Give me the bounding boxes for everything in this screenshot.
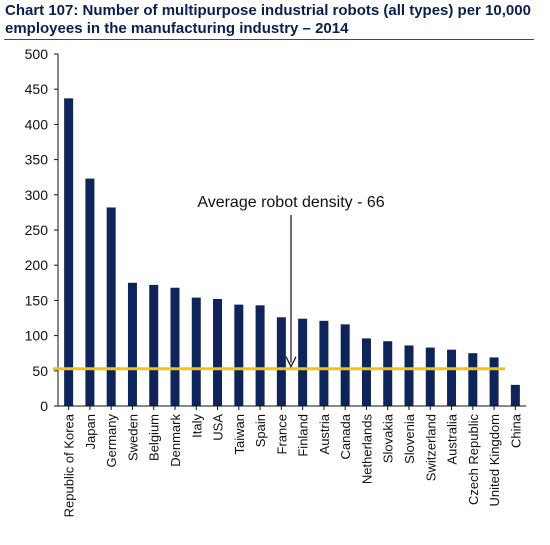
annotation-arrowhead bbox=[285, 356, 297, 369]
x-tick-label: Spain bbox=[253, 414, 268, 447]
bar bbox=[255, 305, 265, 406]
x-tick-label: Finland bbox=[296, 414, 311, 457]
y-tick-label: 200 bbox=[25, 257, 49, 273]
bar bbox=[383, 341, 393, 406]
bar bbox=[64, 98, 74, 407]
bar bbox=[319, 320, 329, 406]
chart-title: Chart 107: Number of multipurpose indust… bbox=[5, 2, 531, 37]
y-axis-ticks: 0 50 100 150 200 250 300 350 400 450 500 bbox=[25, 46, 58, 414]
y-tick-label: 250 bbox=[25, 222, 49, 238]
bar bbox=[213, 298, 223, 406]
y-tick-label: 0 bbox=[40, 398, 48, 414]
bar bbox=[191, 297, 201, 406]
x-tick-label: Taiwan bbox=[232, 414, 247, 454]
y-tick-label: 150 bbox=[25, 292, 49, 308]
x-tick-label: Australia bbox=[445, 413, 460, 464]
x-tick-label: USA bbox=[211, 414, 226, 441]
bar bbox=[489, 357, 499, 406]
x-tick-label: Austria bbox=[317, 413, 332, 454]
x-tick-label: China bbox=[508, 413, 523, 448]
bar bbox=[425, 347, 435, 406]
bar bbox=[510, 384, 520, 406]
title-divider bbox=[4, 39, 534, 40]
bar bbox=[276, 317, 286, 406]
x-tick-label: France bbox=[274, 414, 289, 454]
bar bbox=[468, 353, 478, 406]
y-tick-label: 100 bbox=[25, 328, 49, 344]
x-tick-label: Sweden bbox=[125, 414, 140, 461]
y-tick-label: 500 bbox=[25, 46, 49, 62]
bar bbox=[447, 349, 457, 406]
bar bbox=[340, 324, 350, 406]
x-tick-label: Switzerland bbox=[423, 414, 438, 481]
x-axis-labels: Republic of Korea Japan Germany Sweden Belgi… bbox=[62, 406, 523, 517]
bars bbox=[64, 98, 520, 407]
x-tick-label: Italy bbox=[189, 414, 204, 438]
x-tick-label: Slovenia bbox=[402, 413, 417, 464]
x-tick-label: Republic of Korea bbox=[62, 413, 77, 517]
annotation-label: Average robot density - 66 bbox=[197, 194, 384, 211]
bar bbox=[170, 287, 180, 406]
bar bbox=[106, 207, 116, 406]
bar bbox=[298, 318, 308, 406]
y-tick-label: 300 bbox=[25, 187, 49, 203]
bar bbox=[149, 284, 159, 406]
bar bbox=[127, 282, 137, 406]
x-tick-label: Japan bbox=[83, 414, 98, 449]
x-tick-label: Czech Republic bbox=[466, 414, 481, 506]
y-tick-label: 50 bbox=[32, 363, 48, 379]
x-tick-label: Canada bbox=[338, 413, 353, 459]
bar bbox=[361, 338, 371, 406]
y-tick-label: 400 bbox=[25, 116, 49, 132]
x-tick-label: Belgium bbox=[147, 414, 162, 461]
bar bbox=[85, 178, 95, 406]
x-tick-label: Netherlands bbox=[359, 414, 374, 485]
x-tick-label: Slovakia bbox=[381, 413, 396, 463]
y-tick-label: 450 bbox=[25, 81, 49, 97]
x-tick-label: United Kingdom bbox=[487, 414, 502, 507]
bar bbox=[404, 345, 414, 406]
x-tick-label: Denmark bbox=[168, 414, 183, 467]
x-tick-label: Germany bbox=[104, 414, 119, 468]
bar bbox=[234, 304, 244, 406]
y-tick-label: 350 bbox=[25, 152, 49, 168]
